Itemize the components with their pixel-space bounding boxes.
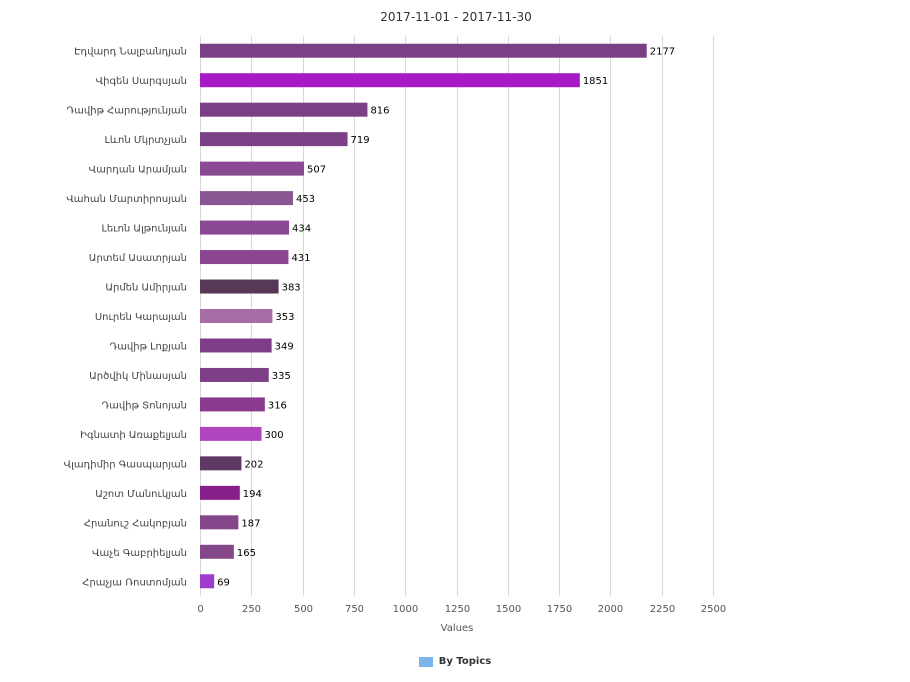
data-label: 719 (351, 135, 370, 146)
category-label: Վաչե Գաբրիելյան (92, 548, 187, 559)
data-label: 194 (243, 489, 262, 500)
x-tick-label: 250 (242, 604, 261, 615)
data-labels: 2177 1851 816 719 507 453 434 431 383 353 349 335 31… (217, 47, 675, 589)
data-label: 507 (307, 165, 326, 176)
data-label: 431 (291, 253, 310, 264)
data-label: 187 (241, 518, 260, 529)
category-label: Էդվարդ Նալբանդյան (74, 47, 187, 58)
bar[interactable] (200, 161, 305, 176)
category-label: Լեւոն Ալթունյան (102, 224, 187, 235)
bar[interactable] (200, 574, 215, 589)
x-tick-label: 500 (294, 604, 313, 615)
category-label: Իգնատի Առաքելյան (80, 430, 187, 441)
data-label: 202 (244, 459, 263, 470)
category-label: Արծվիկ Մինասյան (89, 371, 187, 382)
bar[interactable] (200, 102, 368, 117)
data-label: 300 (265, 430, 284, 441)
bars (200, 43, 647, 589)
data-label: 2177 (650, 47, 675, 58)
data-label: 434 (292, 224, 311, 235)
category-label: Արտեմ Ասատրյան (89, 253, 187, 264)
category-label: Սուրեն Կարայան (95, 312, 187, 323)
category-label: Վլադիմիր Գասպարյան (64, 459, 187, 470)
x-tick-label: 2500 (701, 604, 726, 615)
category-label: Լևոն Մկրտչյան (105, 135, 187, 146)
category-label: Վիգեն Սարգսյան (96, 76, 187, 87)
category-label: Աշոտ Մանուկյան (95, 489, 187, 500)
bar[interactable] (200, 43, 647, 58)
bar[interactable] (200, 367, 269, 382)
category-label: Դավիթ Լոքյան (110, 341, 187, 352)
bar[interactable] (200, 220, 290, 235)
data-label: 383 (282, 283, 301, 294)
chart-title: 2017-11-01 - 2017-11-30 (380, 10, 531, 24)
legend-swatch (418, 656, 433, 667)
bar[interactable] (200, 397, 265, 412)
category-label: Դավիթ Հարությունյան (67, 106, 187, 117)
legend-label: By Topics (438, 656, 492, 667)
x-tick-label: 0 (197, 604, 203, 615)
category-label: Հրանուշ Հակոբյան (84, 518, 187, 529)
bar[interactable] (200, 132, 348, 147)
data-label: 453 (296, 194, 315, 205)
bar[interactable] (200, 191, 293, 206)
bar[interactable] (200, 544, 234, 559)
legend: By Topics (0, 656, 910, 670)
x-tick-label: 1750 (547, 604, 572, 615)
category-label: Դավիթ Տոնոյան (102, 400, 187, 411)
data-label: 316 (268, 400, 287, 411)
category-label: Վարդան Արամյան (89, 165, 187, 176)
x-axis-ticks: 0 250 500 750 1000 1250 1500 1750 2000 2250 2500 (197, 604, 726, 615)
bar[interactable] (200, 515, 239, 530)
bar[interactable] (200, 338, 272, 353)
category-label: Վահան Մարտիրոսյան (66, 194, 187, 205)
bar[interactable] (200, 279, 279, 294)
grid-lines (200, 36, 714, 596)
bar[interactable] (200, 485, 240, 500)
data-label: 69 (217, 577, 230, 588)
x-tick-label: 2250 (650, 604, 675, 615)
data-label: 165 (237, 548, 256, 559)
data-label: 1851 (583, 76, 608, 87)
bar[interactable] (200, 456, 242, 471)
legend-item-by-topics[interactable]: By Topics (418, 656, 492, 667)
data-label: 353 (275, 312, 294, 323)
data-label: 335 (272, 371, 291, 382)
x-axis-title: Values (441, 623, 474, 634)
x-tick-label: 2000 (598, 604, 623, 615)
data-label: 349 (275, 341, 294, 352)
bar[interactable] (200, 73, 580, 88)
x-tick-label: 1500 (496, 604, 521, 615)
x-tick-label: 1250 (445, 604, 470, 615)
x-tick-label: 1000 (393, 604, 418, 615)
bar[interactable] (200, 426, 262, 441)
category-labels: Էդվարդ Նալբանդյան Վիգեն Սարգսյան Դավիթ Հար… (64, 47, 187, 589)
category-label: Հրաչյա Ռոստոմյան (82, 577, 187, 588)
data-label: 816 (370, 106, 389, 117)
x-tick-label: 750 (345, 604, 364, 615)
category-label: Արմեն Ամիրյան (105, 283, 187, 294)
bar[interactable] (200, 250, 289, 265)
bar[interactable] (200, 309, 273, 323)
